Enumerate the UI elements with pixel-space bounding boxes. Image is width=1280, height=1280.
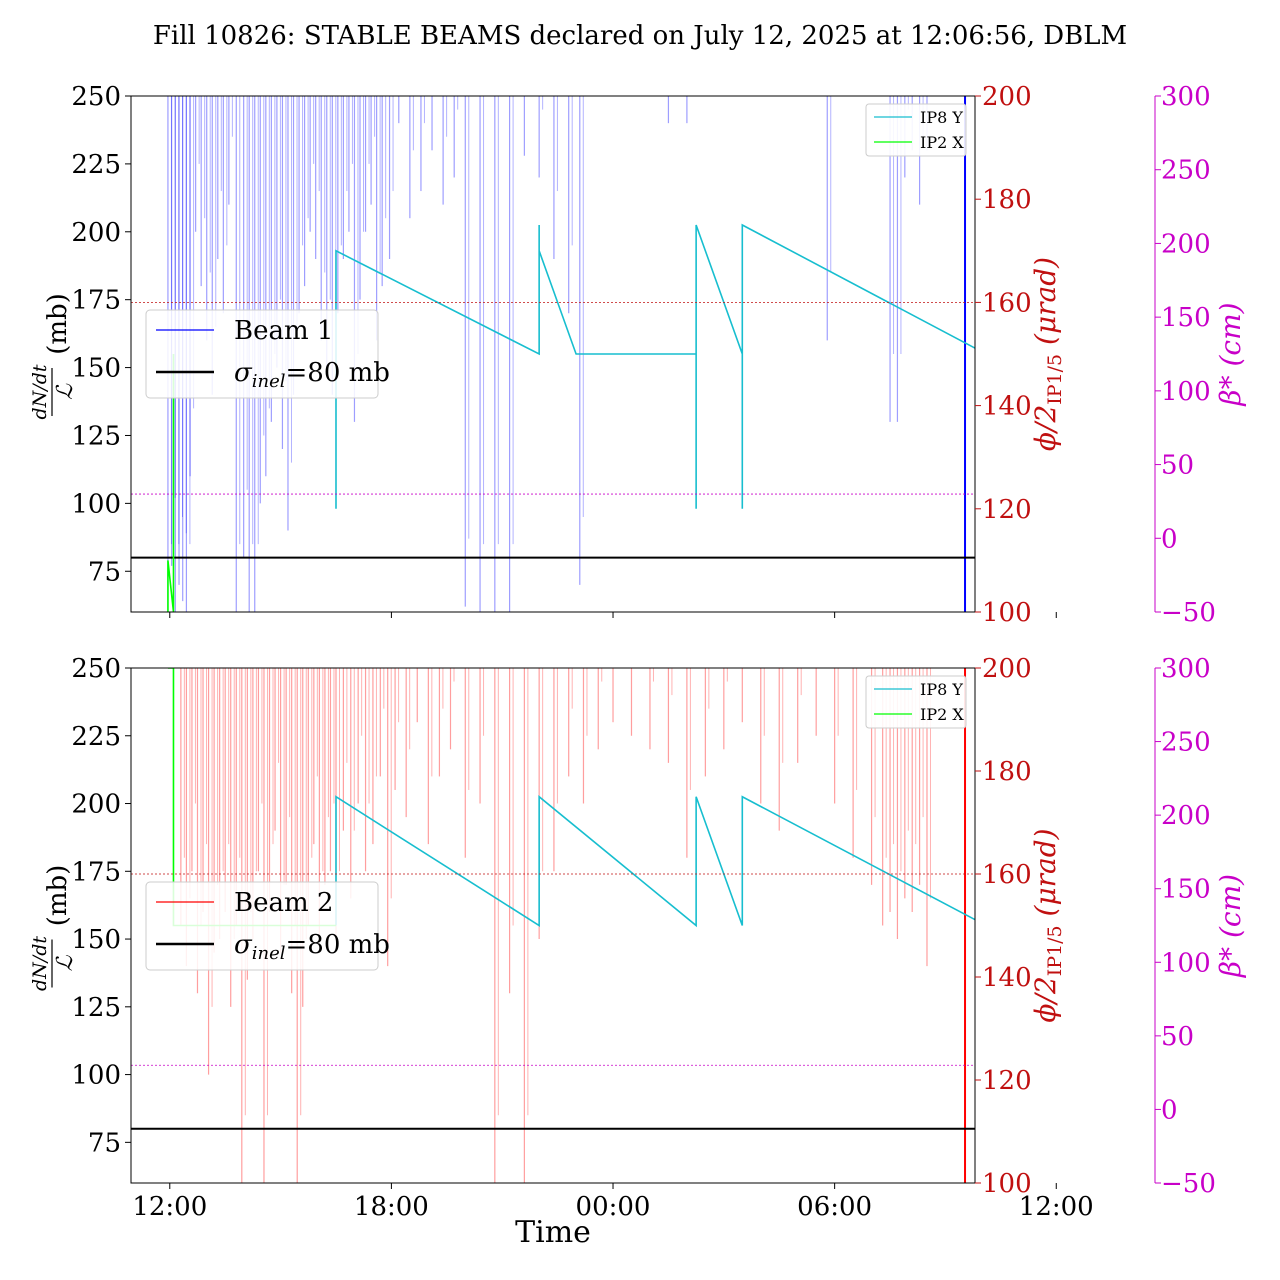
y3-tick-label: 100	[1161, 948, 1211, 978]
y-tick-label: 75	[88, 1128, 121, 1158]
legend-beam-label: Beam 1	[234, 316, 333, 346]
legend-sigma-label: σinel=80 mb	[234, 358, 390, 392]
y2-tick-label: 200	[982, 654, 1032, 684]
y-tick-label: 225	[71, 150, 121, 180]
y-label-unit: (mb)	[43, 865, 73, 927]
y2-tick-label: 100	[982, 1169, 1032, 1199]
x-axis-label: Time	[515, 1215, 591, 1250]
legend-ip8-label: IP8 Y	[920, 680, 963, 699]
ip8-y-line	[335, 223, 975, 509]
y3-tick-label: 0	[1161, 524, 1178, 554]
y-tick-label: 175	[71, 857, 121, 887]
y3-label-text: β* (cm)	[1214, 302, 1247, 406]
y-tick-label: 200	[71, 790, 121, 820]
y-tick-label: 100	[71, 489, 121, 519]
y3-tick-label: 0	[1161, 1095, 1178, 1125]
plot-frame	[130, 95, 976, 613]
legend-ip2-label: IP2 X	[920, 705, 964, 724]
y-axis-label: dN/dt ℒ (mb)	[29, 865, 78, 991]
y3-tick-label: 150	[1161, 875, 1211, 905]
y-tick-label: 150	[71, 925, 121, 955]
y-tick-label: 225	[71, 722, 121, 752]
y3-tick-label: 300	[1161, 82, 1211, 112]
legend-main-box	[145, 881, 379, 971]
legend-main-box	[145, 309, 379, 399]
y3-tick-label: 200	[1161, 801, 1211, 831]
x-tick-label: 00:00	[576, 1192, 651, 1222]
panel-beam2: 75 100 125 150 175 200 225 250 100 120 140 160 180 20…	[29, 654, 1247, 1222]
y-label-denominator: ℒ	[53, 383, 78, 400]
plot-frame	[130, 667, 976, 1184]
y-tick-label: 250	[71, 654, 121, 684]
y-label-denominator: ℒ	[53, 954, 78, 971]
x-tick-label: 12:00	[132, 1192, 207, 1222]
legend-beam-label: Beam 2	[234, 888, 333, 918]
y2-tick-label: 180	[982, 757, 1032, 787]
chart-title: Fill 10826: STABLE BEAMS declared on Jul…	[153, 21, 1127, 51]
y2-tick-label: 140	[982, 963, 1032, 993]
legend-sigma-label: σinel=80 mb	[234, 930, 390, 964]
x-tick-label: 12:00	[1019, 1192, 1094, 1222]
x-tick-label: 18:00	[354, 1192, 429, 1222]
y2-tick-label: 160	[982, 288, 1032, 318]
y3-tick-label: 50	[1161, 451, 1194, 481]
y2-tick-label: 140	[982, 392, 1032, 422]
x-tick-label: 06:00	[797, 1192, 872, 1222]
ip8-y-line	[335, 795, 975, 928]
y-tick-label: 150	[71, 354, 121, 384]
y-tick-label: 75	[88, 557, 121, 587]
y3-tick-label: 200	[1161, 229, 1211, 259]
y-tick-label: 100	[71, 1061, 121, 1091]
y3-tick-label: −50	[1161, 1169, 1216, 1199]
y-tick-label: 250	[71, 82, 121, 112]
legend-ip2-label: IP2 X	[920, 133, 964, 152]
y3-tick-label: 50	[1161, 1022, 1194, 1052]
y3-tick-label: 250	[1161, 156, 1211, 186]
legend-ip8-label: IP8 Y	[920, 108, 963, 127]
y2-label-text: ϕ/2IP1/5 (μrad)	[1029, 257, 1066, 451]
y3-tick-label: 150	[1161, 303, 1211, 333]
y-tick-label: 200	[71, 218, 121, 248]
y3-label-text: β* (cm)	[1214, 874, 1247, 978]
y2-tick-label: 120	[982, 495, 1032, 525]
y3-tick-label: 300	[1161, 654, 1211, 684]
y-tick-label: 125	[71, 421, 121, 451]
y-tick-label: 175	[71, 286, 121, 316]
panel-beam1: 75 100 125 150 175 200 225 250 100 120 140 160 180 20…	[29, 82, 1247, 628]
y-label-numerator: dN/dt	[29, 936, 51, 991]
y-axis-label: dN/dt ℒ (mb)	[29, 293, 78, 419]
y2-tick-label: 120	[982, 1066, 1032, 1096]
y3-tick-label: 100	[1161, 377, 1211, 407]
y-label-numerator: dN/dt	[29, 364, 51, 419]
y3-axis-label: β* (cm)	[1214, 874, 1247, 978]
y3-axis-label: β* (cm)	[1214, 302, 1247, 406]
y2-tick-label: 160	[982, 860, 1032, 890]
y2-tick-label: 180	[982, 185, 1032, 215]
y2-axis-label: ϕ/2IP1/5 (μrad)	[1029, 828, 1066, 1022]
y-label-unit: (mb)	[43, 293, 73, 355]
y-tick-label: 125	[71, 993, 121, 1023]
y2-axis-label: ϕ/2IP1/5 (μrad)	[1029, 257, 1066, 451]
y3-tick-label: 250	[1161, 728, 1211, 758]
y2-tick-label: 100	[982, 598, 1032, 628]
y3-tick-label: −50	[1161, 598, 1216, 628]
y2-tick-label: 200	[982, 82, 1032, 112]
ip2-x-line	[167, 354, 175, 612]
y2-label-text: ϕ/2IP1/5 (μrad)	[1029, 828, 1066, 1022]
